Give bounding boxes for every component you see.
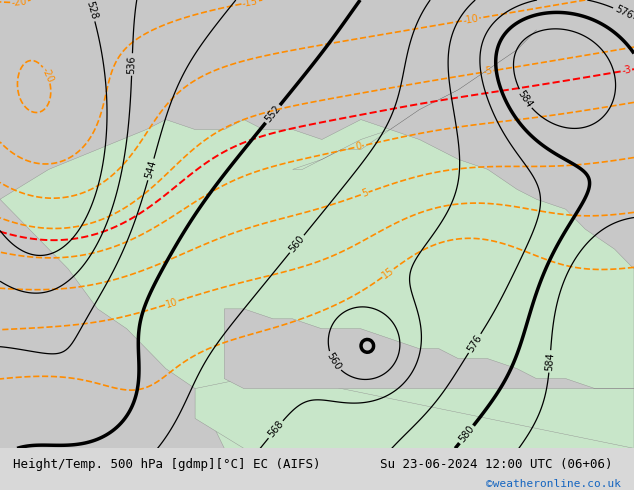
Text: Su 23-06-2024 12:00 UTC (06+06): Su 23-06-2024 12:00 UTC (06+06) (380, 458, 613, 471)
Text: -20: -20 (39, 66, 55, 84)
Text: 584: 584 (544, 352, 555, 371)
Text: -3: -3 (621, 65, 632, 76)
Text: -15: -15 (242, 0, 259, 9)
Text: 0: 0 (354, 141, 363, 152)
Text: 528: 528 (84, 0, 99, 21)
Text: 15: 15 (380, 266, 396, 281)
Text: 552: 552 (263, 103, 283, 124)
Text: Height/Temp. 500 hPa [gdmp][°C] EC (AIFS): Height/Temp. 500 hPa [gdmp][°C] EC (AIFS… (13, 458, 320, 471)
Text: 10: 10 (164, 296, 179, 310)
Polygon shape (0, 120, 634, 448)
Text: 584: 584 (515, 89, 534, 109)
Text: 560: 560 (287, 234, 307, 254)
Text: 576: 576 (465, 333, 484, 354)
Text: -5: -5 (482, 66, 493, 77)
Polygon shape (195, 379, 634, 448)
Text: 576: 576 (613, 4, 634, 21)
Text: ©weatheronline.co.uk: ©weatheronline.co.uk (486, 479, 621, 489)
Text: 5: 5 (360, 188, 370, 199)
Polygon shape (224, 309, 634, 389)
Text: -10: -10 (462, 13, 479, 26)
Text: 536: 536 (127, 55, 138, 74)
Text: -20: -20 (11, 0, 27, 8)
Text: 568: 568 (266, 419, 285, 440)
Polygon shape (293, 30, 536, 170)
Text: 560: 560 (325, 351, 343, 372)
Bar (0, 0, 195, 448)
Text: 580: 580 (457, 424, 476, 445)
Text: 544: 544 (143, 159, 158, 180)
